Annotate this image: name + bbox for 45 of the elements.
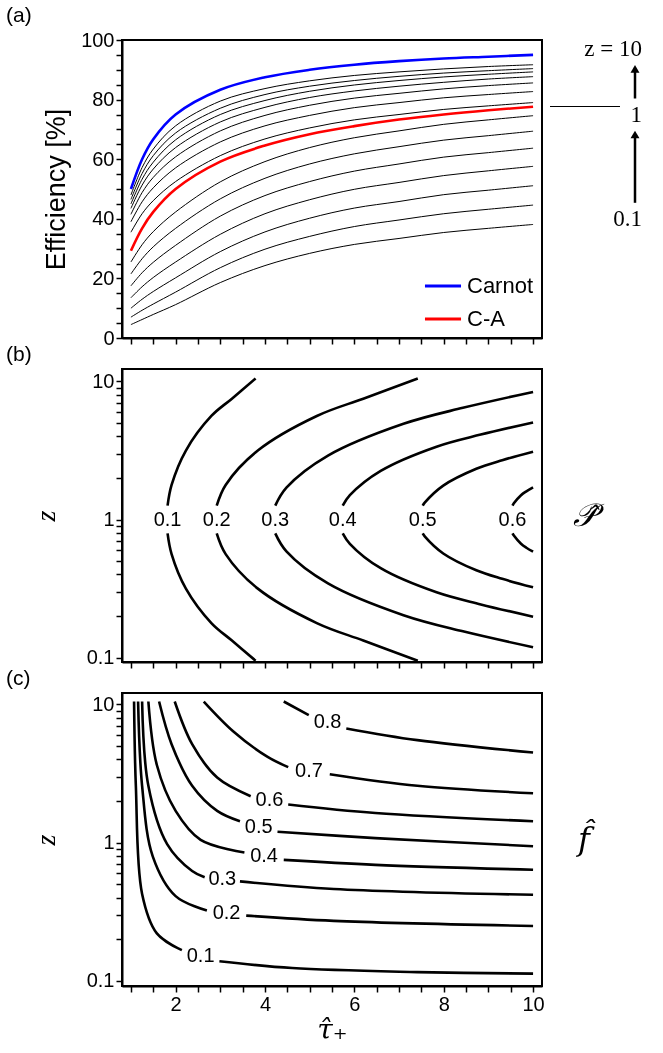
y-tick-label: 10 (92, 692, 115, 715)
text: f̂ (576, 818, 596, 858)
series-label: 0.3 (208, 867, 237, 890)
series-label: 0.4 (328, 507, 357, 530)
y-axis-title: z (29, 510, 61, 523)
text: 𝒫̂ (572, 495, 605, 534)
text: 0.1 (613, 205, 642, 231)
y-tick-label: 80 (92, 88, 115, 111)
series-label: 0.8 (313, 709, 342, 732)
chart-title: (c) (6, 666, 31, 689)
legend-label: C-A (467, 306, 506, 331)
y-tick-label: 100 (81, 28, 115, 51)
y-axis-title: Efficiency [%] (41, 108, 72, 271)
series-label: 0.2 (202, 507, 231, 530)
x-tick-label: 10 (522, 992, 545, 1015)
series-label: 0.4 (250, 844, 278, 867)
x-tick-label: 8 (438, 992, 450, 1015)
y-axis-title: z (29, 834, 61, 847)
y-tick-label: 0.1 (86, 969, 115, 992)
series-label: 0.5 (408, 507, 437, 530)
series-label: 0.3 (261, 507, 290, 530)
chart-title: (a) (6, 3, 32, 26)
series-label: 0.6 (255, 788, 284, 811)
series-label: 0.1 (153, 507, 182, 530)
y-tick-label: 20 (92, 266, 115, 289)
legend-label: Carnot (467, 273, 534, 298)
y-tick-label: 40 (92, 207, 115, 230)
x-tick-label: 6 (349, 992, 361, 1015)
x-tick-label: 4 (259, 992, 272, 1015)
text: z = 10 (584, 35, 642, 61)
text: 1 (630, 101, 642, 127)
series-label: 0.2 (212, 901, 241, 924)
x-tick-label: 2 (170, 992, 182, 1015)
series-label: 0.6 (498, 507, 527, 530)
series-label: 0.5 (244, 814, 273, 837)
chart-title: (b) (6, 342, 32, 365)
y-tick-label: 0 (103, 326, 115, 349)
y-tick-label: 1 (103, 508, 115, 531)
y-tick-label: 60 (92, 147, 115, 170)
y-tick-label: 0.1 (86, 646, 115, 669)
x-axis-title: τ̂₊ (317, 1012, 348, 1046)
y-tick-label: 1 (103, 831, 115, 854)
series-label: 0.1 (186, 943, 215, 966)
series-label: 0.7 (295, 758, 323, 781)
y-tick-label: 10 (92, 369, 115, 392)
